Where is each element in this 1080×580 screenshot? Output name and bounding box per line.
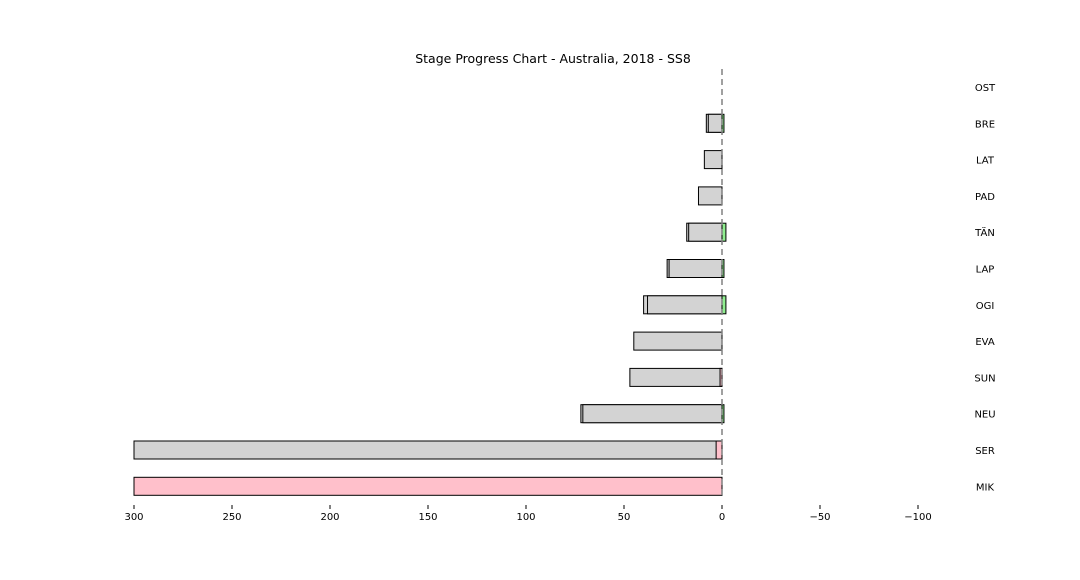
bar-delta-ser bbox=[715, 440, 723, 460]
x-tick-label-8: −100 bbox=[904, 512, 931, 523]
driver-label-tän: TÄN bbox=[974, 226, 995, 239]
driver-label-sun: SUN bbox=[974, 373, 995, 384]
x-tick-label-2: 200 bbox=[320, 512, 339, 523]
bars-layer bbox=[133, 69, 727, 496]
driver-label-bre: BRE bbox=[975, 119, 995, 130]
driver-label-ser: SER bbox=[975, 446, 995, 457]
driver-label-lap: LAP bbox=[976, 265, 995, 276]
bar-main-eva bbox=[633, 331, 723, 351]
x-tick-label-1: 250 bbox=[222, 512, 241, 523]
bar-main-lat bbox=[703, 150, 723, 170]
driver-label-lat: LAT bbox=[976, 156, 995, 167]
x-tick-label-5: 50 bbox=[618, 512, 631, 523]
x-tick-label-6: 0 bbox=[719, 512, 725, 523]
bar-delta-lap bbox=[721, 259, 725, 278]
driver-labels: OST BRE LAT PAD TÄN LAP OGI EVA SUN NEU SER MIK bbox=[974, 83, 996, 493]
x-tick-label-7: −50 bbox=[809, 512, 830, 523]
bar-previous-ogi bbox=[647, 295, 723, 315]
bar-delta-sun bbox=[719, 367, 723, 387]
bar-delta-mik bbox=[133, 476, 723, 496]
bar-previous-lap bbox=[668, 259, 723, 278]
bar-main-pad bbox=[697, 186, 723, 206]
x-axis: 300 250 200 150 100 50 0 −50 −100 bbox=[124, 505, 932, 523]
bar-previous-bre bbox=[707, 113, 723, 133]
x-tick-label-4: 100 bbox=[516, 512, 535, 523]
bar-main-sun bbox=[629, 367, 723, 387]
driver-label-neu: NEU bbox=[974, 410, 995, 421]
bar-previous-neu bbox=[582, 404, 723, 424]
chart-title: Stage Progress Chart - Australia, 2018 -… bbox=[415, 51, 691, 66]
driver-label-eva: EVA bbox=[975, 337, 995, 348]
bar-main-ser bbox=[133, 440, 723, 460]
driver-label-ogi: OGI bbox=[976, 301, 995, 312]
x-tick-label-3: 150 bbox=[418, 512, 437, 523]
driver-label-mik: MIK bbox=[976, 482, 995, 493]
x-tick-label-0: 300 bbox=[124, 512, 143, 523]
driver-label-ost: OST bbox=[975, 83, 996, 94]
driver-label-pad: PAD bbox=[975, 192, 995, 203]
bar-previous-tän bbox=[688, 222, 723, 242]
